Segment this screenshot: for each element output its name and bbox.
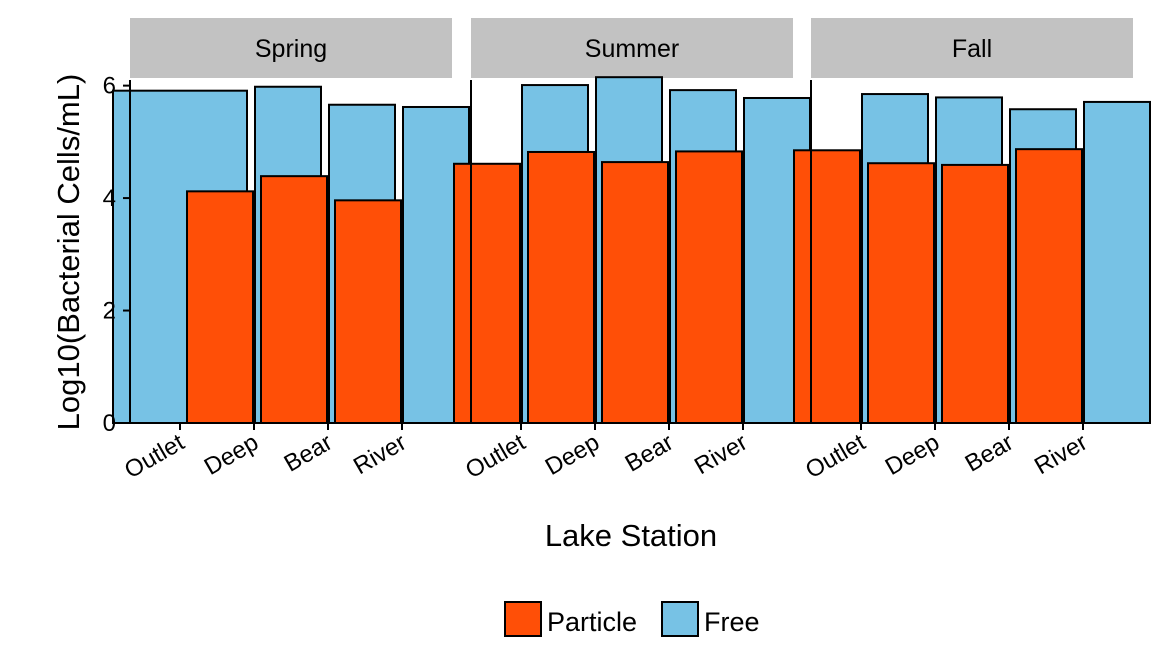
- bar-particle: [1015, 148, 1083, 424]
- legend-label: Free: [704, 607, 760, 637]
- facet-strip-label: Spring: [255, 35, 327, 63]
- facet-strip: [811, 18, 1133, 78]
- legend: Particle Free: [504, 601, 760, 637]
- bar-particle: [675, 150, 743, 424]
- y-tick-label: 6: [103, 73, 116, 100]
- bar-particle: [793, 149, 861, 424]
- x-tick-label: River: [1030, 429, 1092, 480]
- facet-strip-label: Fall: [952, 35, 992, 63]
- legend-key: [661, 601, 699, 637]
- bar-particle: [527, 150, 595, 424]
- x-tick-label: Deep: [541, 429, 604, 481]
- y-axis: 0 2 4 6: [103, 73, 130, 437]
- x-tick-label: Bear: [961, 429, 1018, 478]
- legend-key: [504, 601, 542, 637]
- y-tick-label: 0: [103, 410, 116, 437]
- bar-particle: [867, 162, 935, 424]
- x-tick-label: River: [349, 429, 411, 480]
- x-tick-label: Outlet: [461, 429, 530, 485]
- bar-group-river: [1015, 100, 1151, 424]
- legend-label: Particle: [547, 607, 637, 637]
- facet-summer: Summer Outlet Deep Bear River: [453, 18, 811, 485]
- bar-particle: [186, 190, 254, 424]
- x-tick-label: Outlet: [120, 429, 189, 485]
- y-tick-label: 4: [103, 185, 116, 212]
- x-tick-label: River: [690, 429, 752, 480]
- bar-particle: [453, 162, 521, 424]
- x-tick-label: Deep: [200, 429, 263, 481]
- bar-particle: [334, 199, 402, 424]
- x-tick-label: Bear: [621, 429, 678, 478]
- x-tick-label: Bear: [280, 429, 337, 478]
- bar-particle: [941, 163, 1009, 424]
- y-tick-label: 2: [103, 298, 116, 325]
- facet-strip-label: Summer: [585, 35, 679, 63]
- facet-strip: [130, 18, 452, 78]
- legend-item-free: Free: [661, 601, 760, 637]
- x-tick-label: Outlet: [801, 429, 870, 485]
- facet-fall: Fall Outlet Deep Bear River: [793, 18, 1151, 485]
- legend-item-particle: Particle: [504, 601, 637, 637]
- facet-spring: Spring Outlet Deep Bear River: [112, 18, 470, 485]
- bar-particle: [601, 161, 669, 424]
- y-axis-title: Log10(Bacterial Cells/mL): [51, 74, 86, 431]
- x-tick-label: Deep: [881, 429, 944, 481]
- facet-strip: [471, 18, 793, 78]
- x-axis-title: Lake Station: [545, 518, 717, 553]
- bar-free: [1083, 100, 1151, 424]
- bar-particle: [260, 175, 328, 424]
